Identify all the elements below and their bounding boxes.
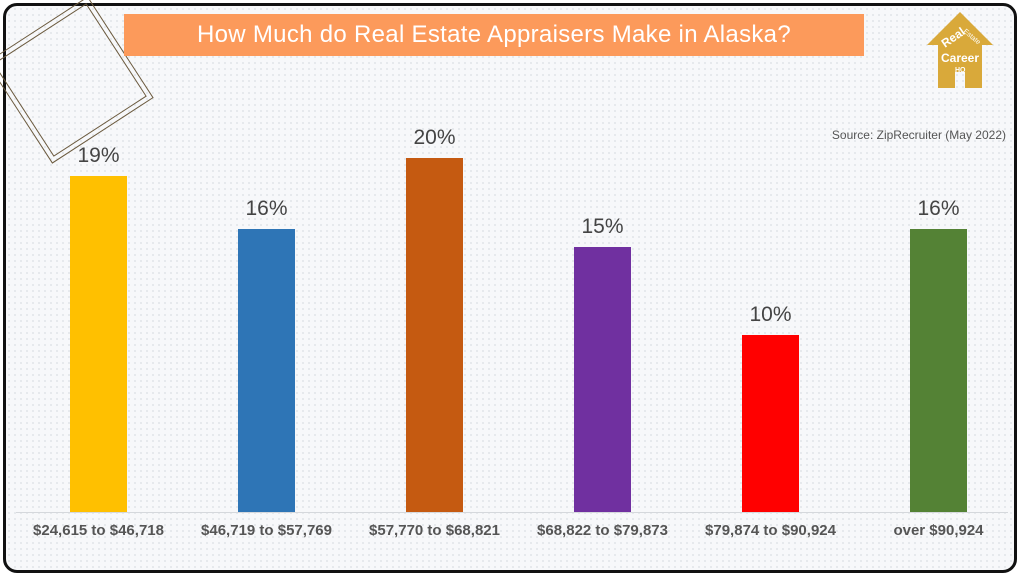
bar bbox=[910, 228, 967, 512]
x-axis-category-label: $79,874 to $90,924 bbox=[705, 522, 836, 539]
chart-title: How Much do Real Estate Appraisers Make … bbox=[124, 14, 864, 56]
x-axis-category-label: $57,770 to $68,821 bbox=[369, 522, 500, 539]
bar-value-label: 16% bbox=[917, 196, 960, 220]
chart-frame bbox=[3, 3, 1017, 573]
x-axis-category-label: $24,615 to $46,718 bbox=[33, 522, 164, 539]
source-note: Source: ZipRecruiter (May 2022) bbox=[831, 128, 1006, 142]
svg-text:HQ: HQ bbox=[955, 67, 966, 74]
x-axis-line bbox=[16, 512, 1008, 513]
bar bbox=[70, 175, 127, 512]
bar-value-label: 16% bbox=[245, 196, 288, 220]
bar-value-label: 19% bbox=[77, 143, 120, 167]
bar-value-label: 15% bbox=[581, 214, 624, 238]
real-estate-career-hq-logo: Real Estate Career HQ bbox=[927, 12, 993, 88]
x-axis-category-label: $46,719 to $57,769 bbox=[201, 522, 332, 539]
bar-value-label: 10% bbox=[749, 303, 792, 326]
bar bbox=[406, 158, 463, 512]
decorative-frame-icon bbox=[0, 0, 154, 164]
x-axis-category-label: over $90,924 bbox=[893, 522, 984, 539]
svg-text:Career: Career bbox=[941, 51, 979, 65]
bar bbox=[574, 246, 631, 512]
bar bbox=[742, 335, 799, 512]
x-axis-category-label: $68,822 to $79,873 bbox=[537, 522, 668, 539]
bar bbox=[238, 228, 295, 512]
bar-value-label: 20% bbox=[413, 126, 456, 149]
